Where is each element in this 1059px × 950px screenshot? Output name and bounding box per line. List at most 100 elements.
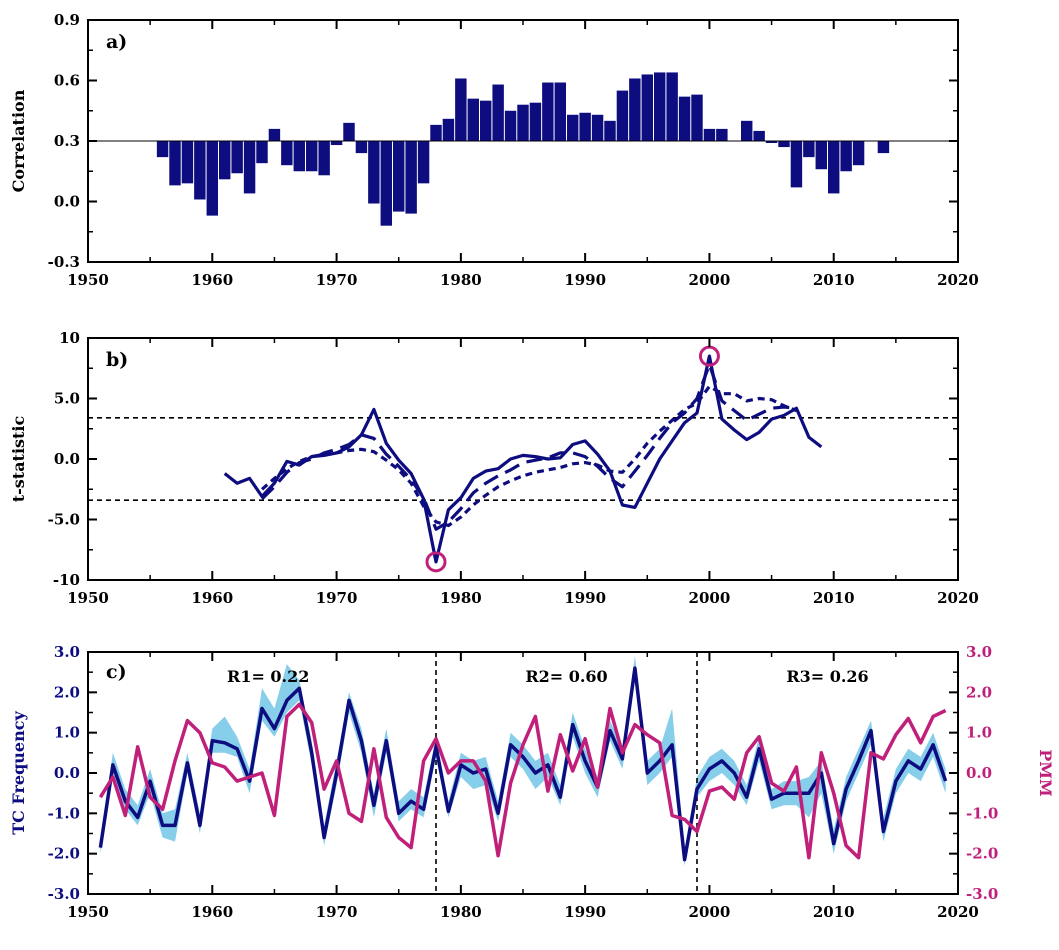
y-tick-label: -0.3 [48, 253, 80, 271]
x-tick-label: 1970 [316, 589, 358, 607]
tc-frequency-line [98, 666, 948, 862]
x-tick-label: 2010 [813, 903, 855, 921]
bar [753, 130, 765, 141]
bar [691, 94, 703, 141]
bar [343, 122, 355, 141]
x-tick-label: 1960 [191, 589, 233, 607]
y-tick-label: -1.0 [48, 804, 80, 822]
correlation-annotations: R1= 0.22 R2= 0.60 R3= 0.26 [227, 667, 869, 686]
bar [740, 120, 753, 141]
axis-ticks: 1950 1960 1970 1980 1990 2000 2010 2020 -10 -5.0 0… [48, 329, 979, 607]
panel-a: 1950 1960 1970 1980 1990 2000 2010 2020 -0.3 0.0 0… [9, 11, 979, 289]
panel-b: 1950 1960 1970 1980 1990 2000 2010 2020 -10 -5.0 0… [9, 329, 979, 607]
correlation-annotation: R3= 0.26 [786, 667, 868, 686]
bar [442, 118, 455, 141]
bar [405, 141, 417, 214]
x-tick-label: 2020 [937, 589, 979, 607]
y-tick-label: 0.0 [54, 764, 80, 782]
y-tick-label: 1.0 [54, 724, 80, 742]
y-tick-label: 1.0 [966, 724, 992, 742]
bar [156, 141, 169, 158]
y-tick-label: 5.0 [54, 390, 80, 408]
y-tick-label: 0.3 [54, 132, 80, 150]
x-tick-label: 2020 [937, 271, 979, 289]
x-tick-label: 1980 [440, 903, 482, 921]
bar [641, 74, 654, 141]
axis-ticks: 1950 1960 1970 1980 1990 2000 2010 2020 -0.3 0.0 0… [48, 11, 979, 289]
bar [305, 141, 318, 172]
bar [479, 100, 492, 141]
bar-series [156, 72, 890, 226]
bar [268, 128, 281, 141]
bar [803, 141, 815, 158]
bar [790, 141, 803, 188]
y-tick-label: -5.0 [48, 511, 80, 529]
bar [504, 110, 517, 141]
panel-label: b) [106, 349, 128, 371]
bar [566, 114, 579, 141]
bar [765, 141, 778, 144]
panel-c: 1950 1960 1970 1980 1990 2000 2010 2020-3.0-2.0… [9, 643, 1055, 921]
y-tick-label: 0.0 [966, 764, 992, 782]
y-axis-label: t-statistic [9, 416, 28, 503]
breakpoint-lines [435, 652, 698, 894]
bar [517, 104, 529, 141]
bar [169, 141, 181, 186]
bar [542, 82, 554, 141]
y-axis-label-right: PMM [1036, 749, 1055, 796]
y-tick-label: -2.0 [966, 845, 998, 863]
x-tick-label: 1970 [316, 271, 358, 289]
bar [218, 141, 231, 180]
bar [318, 141, 330, 176]
bar [529, 102, 542, 141]
x-tick-label: 2020 [937, 903, 979, 921]
bar [181, 141, 194, 184]
bar [330, 141, 343, 146]
bar [281, 141, 293, 166]
x-tick-label: 1990 [564, 903, 606, 921]
bar [194, 141, 206, 200]
bar [467, 98, 480, 141]
y-axis-label-left: TC Frequency [9, 711, 28, 835]
panel-label: c) [106, 661, 127, 683]
bar [629, 78, 641, 141]
marker-circle [425, 551, 447, 573]
bar [256, 141, 268, 164]
x-tick-label: 1970 [316, 903, 358, 921]
bar [206, 141, 219, 216]
x-tick-label: 1950 [67, 903, 109, 921]
plot-frame [87, 337, 959, 581]
bar [355, 141, 368, 154]
bar [840, 141, 852, 172]
bar [815, 141, 828, 170]
bar [716, 128, 728, 141]
bar [653, 72, 666, 141]
x-tick-label: 1990 [564, 589, 606, 607]
line-series [223, 354, 823, 564]
x-tick-label: 1950 [67, 271, 109, 289]
series-line [223, 354, 823, 564]
bar [455, 78, 467, 141]
bar [852, 141, 865, 166]
pmm-line [98, 702, 947, 860]
panel-label: a) [106, 31, 127, 53]
bar [827, 141, 840, 194]
bar [666, 72, 678, 141]
bar [430, 124, 442, 141]
x-tick-label: 1950 [67, 589, 109, 607]
y-tick-label: -3.0 [48, 885, 80, 903]
correlation-annotation: R1= 0.22 [227, 667, 309, 686]
marker-circle [698, 345, 720, 367]
x-tick-label: 1980 [440, 589, 482, 607]
y-tick-label: 2.0 [966, 683, 992, 701]
correlation-annotation: R2= 0.60 [525, 667, 607, 686]
y-tick-label: 3.0 [966, 643, 992, 661]
y-tick-label: 0.9 [54, 11, 80, 29]
axis-ticks: 1950 1960 1970 1980 1990 2000 2010 2020-3.0-2.0… [48, 643, 999, 921]
bar [243, 141, 256, 194]
bar [368, 141, 380, 204]
y-tick-label: 0.0 [54, 193, 80, 211]
x-tick-label: 2000 [689, 271, 731, 289]
bar [616, 90, 629, 141]
